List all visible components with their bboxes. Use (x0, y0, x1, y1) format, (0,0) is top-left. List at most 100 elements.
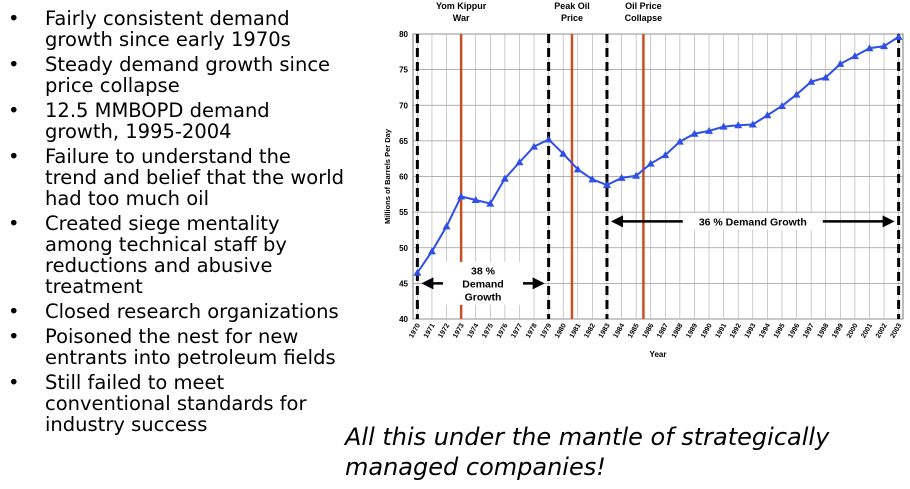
data-point (646, 159, 655, 167)
x-tick-label: 1992 (729, 322, 743, 339)
y-tick-label: 45 (399, 279, 408, 288)
data-point (850, 52, 859, 60)
span-arrow (421, 261, 545, 305)
data-point (486, 199, 495, 207)
arrow-head (610, 215, 623, 228)
data-point (836, 59, 845, 67)
bullet-text: had too much oil (45, 187, 209, 210)
y-axis-label: Millions of Barrels Per Day (383, 128, 392, 224)
span-label: 36 % Demand Growth (699, 216, 807, 228)
bullet-text: Fairly consistent demand (45, 7, 290, 30)
data-point (427, 247, 436, 255)
data-point (500, 174, 509, 182)
x-tick-label: 1976 (496, 322, 510, 339)
arrow-head (532, 277, 545, 290)
data-point (588, 175, 597, 183)
data-point (705, 126, 714, 134)
bullet-text: Still failed to meet (45, 371, 225, 394)
data-point (602, 181, 611, 189)
x-tick-label: 1979 (540, 322, 554, 339)
span-label: 38 % (471, 265, 496, 277)
x-tick-label: 1995 (773, 322, 787, 339)
bullet-text: Failure to understand the (45, 145, 291, 168)
x-tick-label: 1977 (510, 322, 524, 339)
caption: All this under the mantle of strategical… (345, 422, 829, 482)
bullet-text: industry success (45, 413, 208, 436)
x-tick-label: 1998 (817, 322, 831, 339)
x-tick-label: 1990 (700, 322, 714, 339)
bullet-text: Closed research organizations (45, 300, 339, 323)
x-tick-label: 1978 (525, 322, 539, 339)
data-point (865, 44, 874, 52)
bullet-text: Created siege mentality (45, 212, 280, 235)
data-point (457, 192, 466, 200)
bullet-text: trend and belief that the world (45, 166, 345, 189)
x-tick-label: 1970 (408, 322, 422, 339)
x-tick-label: 1997 (802, 322, 816, 339)
span-arrow (610, 212, 895, 230)
data-point (792, 90, 801, 98)
x-tick-label: 1980 (554, 322, 568, 339)
data-point (690, 129, 699, 137)
data-point (530, 142, 539, 150)
y-tick-label: 65 (399, 137, 408, 146)
span-label: Growth (465, 291, 502, 303)
x-tick-label: 1994 (758, 322, 772, 339)
data-point (807, 77, 816, 85)
x-tick-label: 1993 (744, 322, 758, 339)
data-point (719, 122, 728, 130)
x-tick-label: 1982 (583, 322, 597, 339)
data-point (632, 171, 641, 179)
y-tick-label: 80 (399, 30, 408, 39)
x-tick-label: 1986 (642, 322, 656, 339)
bullet-text: conventional standards for (45, 392, 307, 415)
bullet-text: Steady demand growth since (45, 53, 331, 76)
data-point (471, 196, 480, 204)
bullet-text: growth, 1995-2004 (45, 120, 232, 143)
data-point (413, 268, 422, 276)
event-label: Peak Oil (554, 1, 590, 11)
data-point (573, 165, 582, 173)
data-point (442, 222, 451, 230)
y-tick-label: 55 (399, 208, 408, 217)
x-axis-label: Year (650, 350, 667, 359)
data-point (515, 158, 524, 166)
data-point (748, 120, 757, 128)
data-point (734, 121, 743, 129)
bullet-text: Poisoned the nest for new (45, 325, 299, 348)
data-point (894, 32, 903, 40)
data-point (880, 42, 889, 50)
x-tick-label: 2003 (890, 322, 904, 339)
bullet-text: among technical staff by (45, 233, 287, 256)
x-tick-label: 1999 (831, 322, 845, 339)
bullet-text: reductions and abusive (45, 254, 273, 277)
caption-line: managed companies! (345, 453, 606, 481)
x-tick-label: 1991 (715, 322, 729, 339)
x-tick-label: 1971 (423, 322, 437, 339)
x-tick-label: 1973 (452, 322, 466, 339)
data-point (617, 173, 626, 181)
x-tick-label: 1989 (685, 322, 699, 339)
x-tick-label: 2002 (875, 322, 889, 339)
x-tick-label: 1984 (612, 322, 626, 339)
data-point (821, 73, 830, 81)
bullet-text: entrants into petroleum fields (45, 346, 336, 369)
span-label-bg (443, 261, 523, 305)
arrow-head (882, 215, 895, 228)
data-point (661, 151, 670, 159)
bullet-text: treatment (45, 275, 143, 298)
x-tick-label: 1996 (787, 322, 801, 339)
data-line (416, 36, 900, 274)
data-point (777, 101, 786, 109)
bullet-text: price collapse (45, 74, 180, 97)
y-tick-label: 60 (399, 173, 408, 182)
